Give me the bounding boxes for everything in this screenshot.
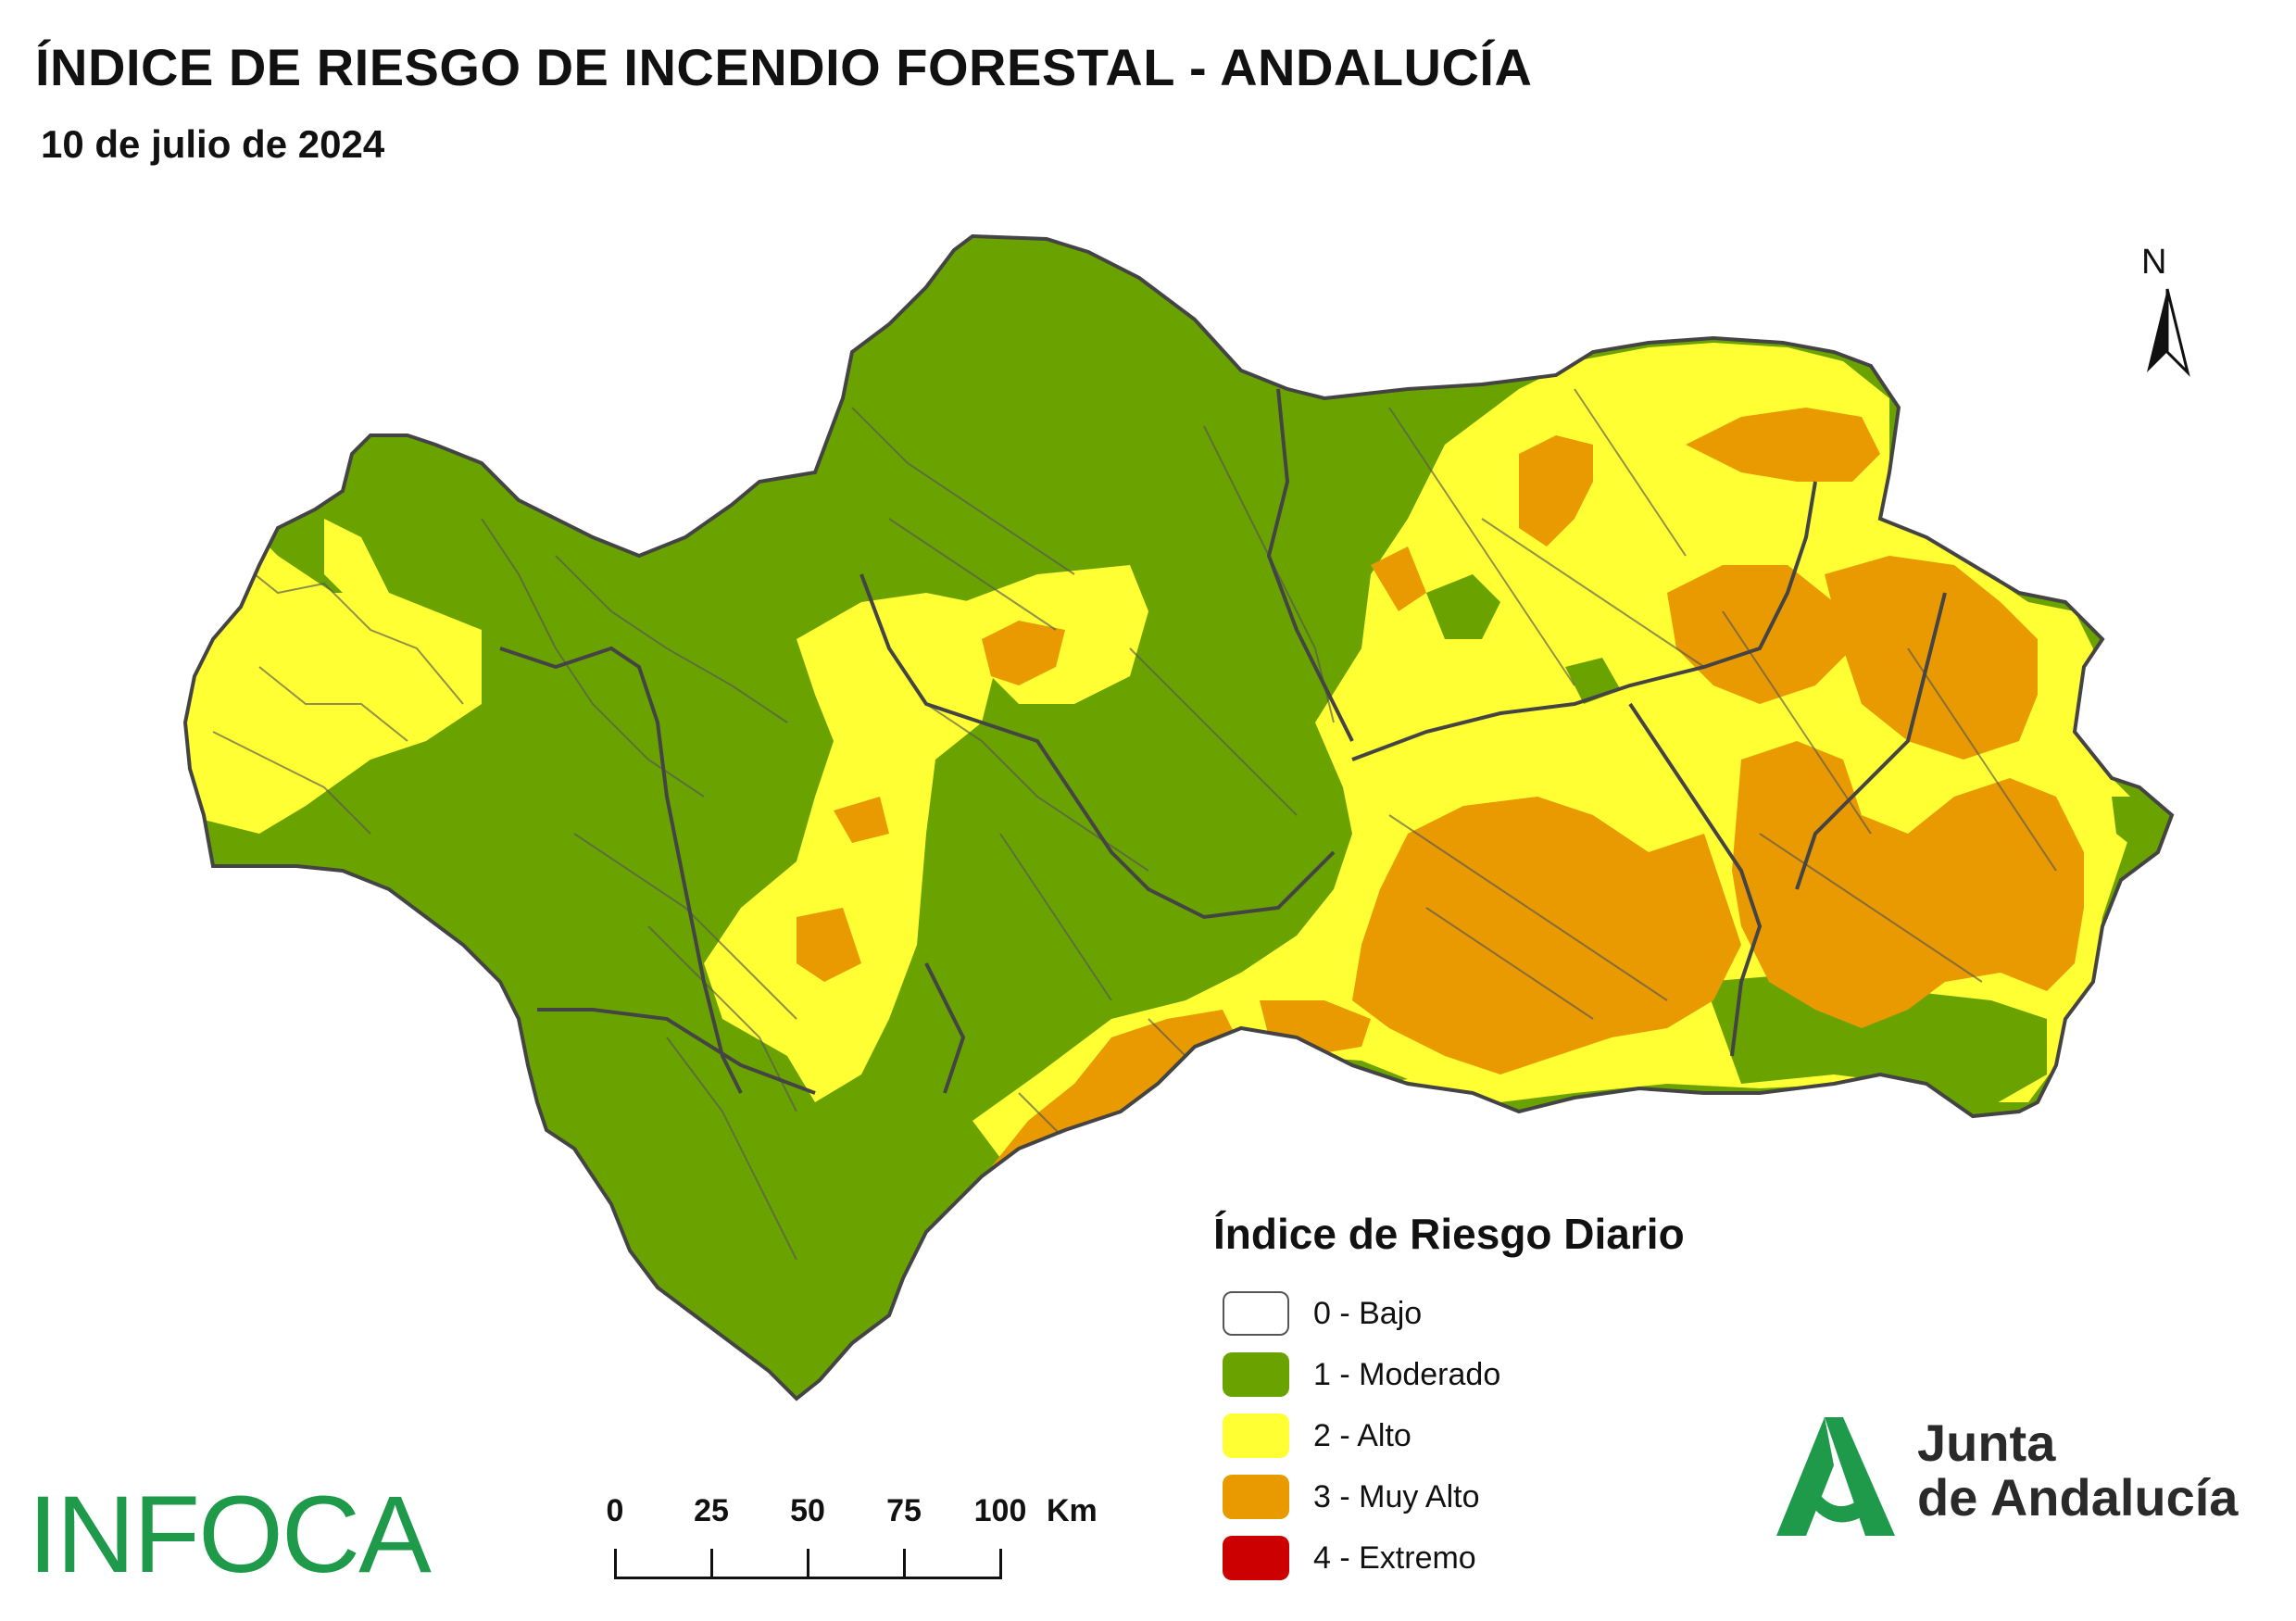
scale-label-25: 25 [694, 1493, 729, 1528]
legend-swatch [1223, 1414, 1289, 1458]
zone-muyalto-granada-north [1825, 556, 2038, 760]
zone-muyalto-almeria [1732, 741, 2084, 1028]
zone-muyalto-granada [1352, 797, 1741, 1074]
legend-label: 1 - Moderado [1313, 1356, 1501, 1392]
junta-andalucia-wordmark: Junta de Andalucía [1917, 1415, 2238, 1526]
junta-andalucia-logo-icon [1776, 1417, 1895, 1536]
zone-muyalto-center-north [982, 621, 1065, 685]
zone-muyalto-east-1 [1667, 565, 1852, 704]
scale-unit: Km [1047, 1493, 1098, 1528]
legend-label: 3 - Muy Alto [1313, 1478, 1480, 1514]
scale-label-75: 75 [886, 1493, 922, 1528]
legend-title: Índice de Riesgo Diario [1213, 1210, 1685, 1258]
scale-tick-100 [999, 1549, 1002, 1579]
scale-tick-25 [710, 1549, 713, 1579]
legend-item: 2 - Alto [1213, 1405, 1769, 1466]
province-boundaries [499, 388, 1947, 1095]
legend-label: 0 - Bajo [1313, 1295, 1423, 1331]
junta-line2: de Andalucía [1917, 1468, 2239, 1527]
zone-moderado-far-east [2112, 797, 2172, 852]
infoca-logo: INFOCA [28, 1474, 432, 1596]
legend-swatch [1223, 1536, 1289, 1580]
zone-alto-center [704, 593, 1000, 1102]
legend-item: 1 - Moderado [1213, 1344, 1769, 1405]
scale-label-50: 50 [790, 1493, 825, 1528]
legend-item: 4 - Extremo [1213, 1527, 1769, 1589]
legend-swatch [1223, 1352, 1289, 1397]
zone-muyalto-jaen-ne [1686, 408, 1880, 482]
legend-item: 0 - Bajo [1213, 1283, 1769, 1344]
legend-item: 3 - Muy Alto [1213, 1466, 1769, 1527]
zone-muyalto-center-jaen [1371, 547, 1426, 611]
legend-label: 4 - Extremo [1313, 1539, 1476, 1576]
legend-swatch [1223, 1291, 1289, 1336]
junta-line1: Junta [1917, 1414, 2056, 1472]
zone-alto-west-2 [324, 519, 389, 602]
scale-tick-0 [614, 1549, 617, 1579]
scale-tick-50 [807, 1549, 809, 1579]
zone-muyalto-center-2 [797, 908, 861, 982]
risk-zones [185, 343, 2172, 1204]
zone-moderado-coast-east [1704, 973, 2047, 1112]
legend-swatch [1223, 1475, 1289, 1519]
north-label: N [2141, 243, 2167, 282]
map-date: 10 de julio de 2024 [41, 122, 385, 166]
zone-moderado-east-1 [1426, 574, 1500, 639]
legend: Índice de Riesgo Diario 0 - Bajo 1 - Mode… [1213, 1209, 1769, 1589]
scale-tick-75 [903, 1549, 906, 1579]
scale-label-0: 0 [606, 1493, 624, 1528]
north-arrow-icon [2147, 288, 2190, 377]
zone-muyalto-jaen-north [1519, 435, 1593, 547]
legend-label: 2 - Alto [1313, 1417, 1411, 1453]
scale-bar: 0 25 50 75 100 Km [593, 1493, 1111, 1595]
scale-label-100: 100 [973, 1493, 1027, 1528]
municipal-boundaries [212, 388, 2057, 1261]
map-title: ÍNDICE DE RIESGO DE INCENDIO FORESTAL - … [35, 38, 1533, 96]
zone-muyalto-center-1 [834, 797, 889, 843]
